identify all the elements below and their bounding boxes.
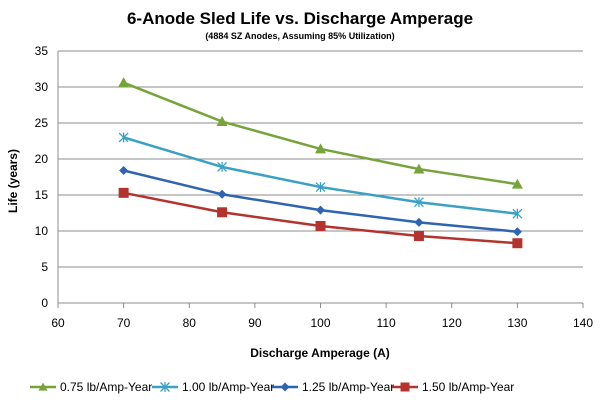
y-tick-label: 30 — [35, 80, 49, 94]
x-tick-label: 90 — [248, 316, 262, 330]
square-marker — [315, 220, 326, 231]
triangle-marker — [315, 143, 326, 154]
asterisk-marker — [160, 382, 170, 392]
diamond-marker — [512, 227, 522, 237]
x-tick-label: 130 — [507, 316, 527, 330]
x-tick-label: 120 — [442, 316, 462, 330]
y-tick-label: 10 — [35, 224, 49, 238]
series-group — [118, 77, 523, 249]
square-marker — [217, 207, 228, 218]
series — [118, 132, 523, 219]
chart-subtitle: (4884 SZ Anodes, Assuming 85% Utilizatio… — [205, 31, 394, 41]
y-tick-label: 25 — [35, 116, 49, 130]
series-line — [123, 81, 518, 186]
legend-item: 1.25 lb/Amp-Year — [272, 380, 394, 394]
legend-item: 1.00 lb/Amp-Year — [152, 380, 274, 394]
asterisk-marker — [217, 161, 228, 172]
square-marker — [413, 231, 424, 242]
gridlines — [58, 50, 583, 304]
chart-title: 6-Anode Sled Life vs. Discharge Amperage — [127, 9, 473, 28]
diamond-marker — [280, 382, 290, 392]
y-tick-label: 5 — [41, 260, 48, 274]
asterisk-marker — [512, 208, 523, 219]
asterisk-marker — [118, 132, 129, 143]
diamond-marker — [217, 189, 227, 199]
y-tick-label: 35 — [35, 44, 49, 58]
square-marker — [512, 238, 523, 249]
x-tick-label: 80 — [183, 316, 197, 330]
x-tick-label: 110 — [377, 316, 396, 330]
x-axis-title: Discharge Amperage (A) — [250, 346, 390, 360]
y-axis-title: Life (years) — [6, 149, 20, 213]
legend-label: 1.00 lb/Amp-Year — [182, 380, 274, 394]
y-tick-label: 20 — [35, 152, 49, 166]
series-line — [123, 191, 518, 245]
diamond-marker — [119, 166, 129, 176]
triangle-marker — [511, 178, 523, 189]
legend-label: 1.50 lb/Amp-Year — [422, 380, 514, 394]
diamond-marker — [316, 205, 325, 215]
square-marker — [400, 382, 410, 392]
legend-label: 1.25 lb/Amp-Year — [302, 380, 394, 394]
legend-label: 0.75 lb/Amp-Year — [60, 380, 152, 394]
legend: 0.75 lb/Amp-Year 1.00 lb/Amp-Year 1.25 lb/… — [30, 380, 514, 394]
square-marker — [118, 187, 129, 198]
y-tick-label: 0 — [41, 296, 48, 310]
y-tick-label: 15 — [35, 188, 49, 202]
diamond-marker — [414, 217, 424, 227]
asterisk-marker — [315, 182, 326, 193]
x-tick-label: 100 — [310, 316, 330, 330]
legend-item: 1.50 lb/Amp-Year — [392, 380, 514, 394]
asterisk-marker — [413, 197, 424, 208]
series — [118, 187, 523, 249]
triangle-marker — [413, 163, 425, 174]
x-tick-label: 70 — [117, 316, 131, 330]
x-tick-label: 60 — [51, 316, 65, 330]
axes: 0 5 10 15 20 25 30 35 60 70 80 90 100 110 120 130 140 — [35, 44, 594, 330]
triangle-marker — [118, 77, 130, 88]
triangle-marker — [216, 116, 228, 126]
series — [118, 77, 523, 189]
x-tick-label: 140 — [573, 316, 593, 330]
series — [119, 166, 522, 237]
triangle-marker — [38, 382, 48, 391]
legend-item: 0.75 lb/Amp-Year — [30, 380, 152, 394]
